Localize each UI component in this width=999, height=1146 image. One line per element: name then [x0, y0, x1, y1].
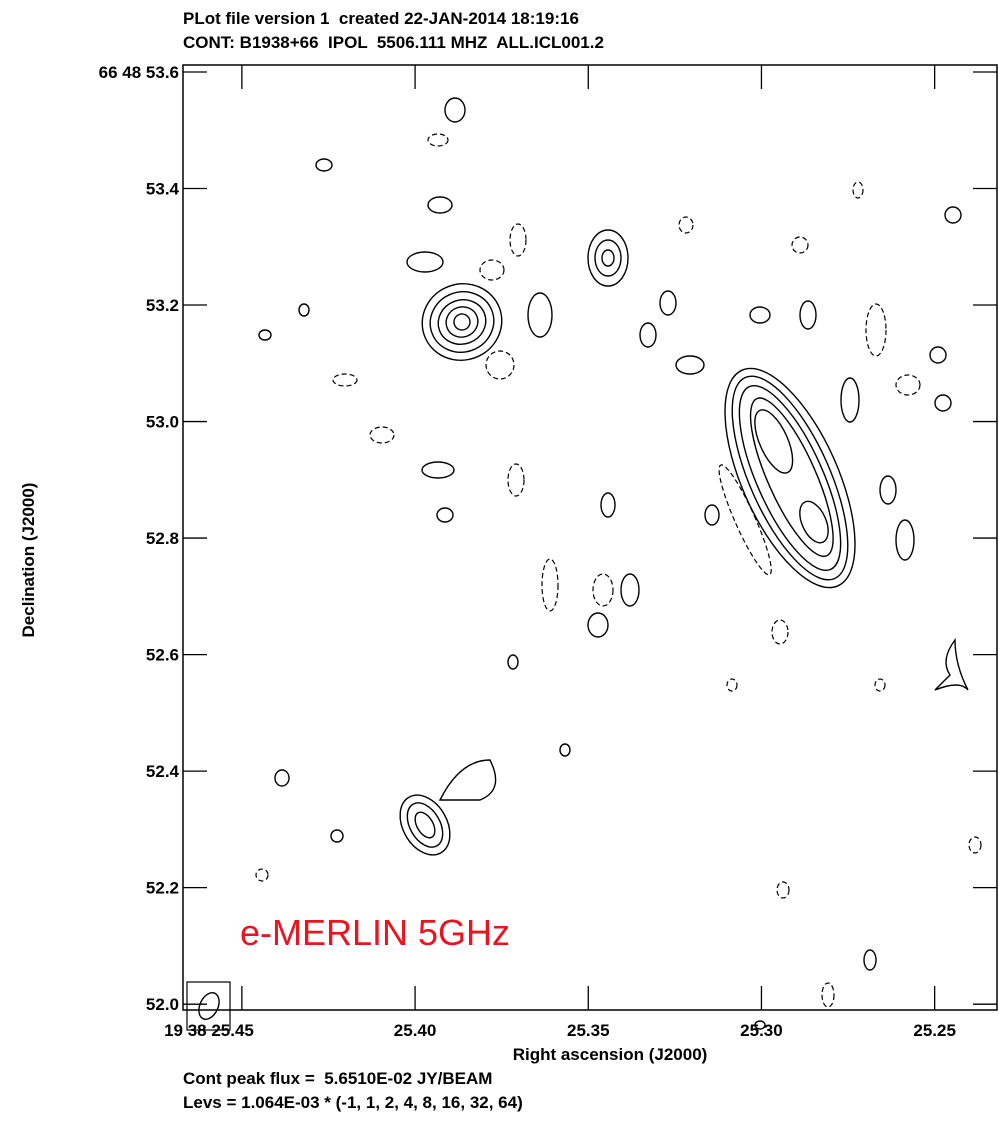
footer-line: Levs = 1.064E-03 * (-1, 1, 2, 4, 8, 16, …: [183, 1093, 523, 1112]
x-axis-label: Right ascension (J2000): [513, 1045, 708, 1064]
x-tick-label: 25.30: [740, 1021, 783, 1040]
annotation: e-MERLIN 5GHz: [240, 912, 510, 953]
x-tick-label: 25.35: [567, 1021, 610, 1040]
contours: [186, 97, 982, 1031]
chart-title: PLot file version 1 created 22-JAN-2014 …: [183, 9, 579, 28]
y-tick-label: 53.0: [146, 413, 179, 432]
x-tick-label: 25.25: [913, 1021, 956, 1040]
plot-frame: [182, 64, 998, 1011]
x-tick-label: 25.40: [394, 1021, 437, 1040]
footer-line: Cont peak flux = 5.6510E-02 JY/BEAM: [183, 1069, 492, 1088]
x-tick-label: 19 38 25.45: [164, 1021, 254, 1040]
y-tick-label: 53.4: [146, 180, 180, 199]
chart-subtitle: CONT: B1938+66 IPOL 5506.111 MHZ ALL.ICL…: [183, 33, 604, 52]
y-tick-label: 52.4: [146, 762, 180, 781]
y-tick-label: 52.6: [146, 646, 179, 665]
y-tick-label: 66 48 53.6: [99, 63, 179, 82]
y-tick-label: 52.0: [146, 995, 179, 1014]
y-axis-label: Declination (J2000): [19, 483, 38, 638]
y-tick-label: 52.2: [146, 879, 179, 898]
y-tick-label: 52.8: [146, 529, 179, 548]
y-tick-label: 53.2: [146, 296, 179, 315]
